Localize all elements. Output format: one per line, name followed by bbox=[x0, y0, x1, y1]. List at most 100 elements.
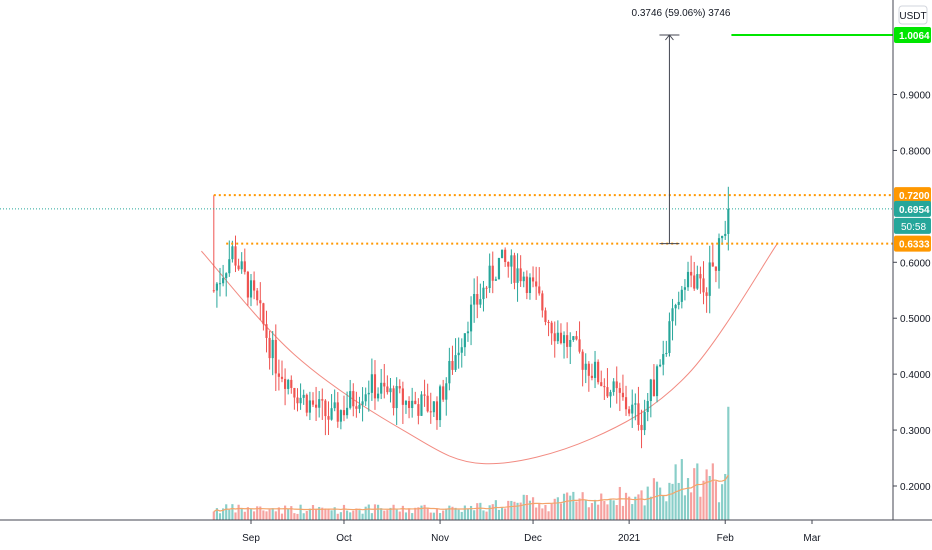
volume-bar bbox=[519, 502, 522, 520]
candle-body bbox=[414, 400, 417, 405]
candle-body bbox=[516, 268, 519, 283]
candle-body bbox=[364, 394, 367, 402]
currency-button[interactable]: USDT bbox=[898, 5, 928, 25]
candle-body bbox=[231, 246, 234, 260]
volume-bar bbox=[652, 478, 656, 520]
candle-body bbox=[683, 287, 687, 290]
price-axis[interactable]: 0.2000 0.3000 0.4000 0.5000 0.6000 0.8000 0.90… bbox=[893, 91, 931, 493]
volume-bar bbox=[435, 508, 439, 520]
volume-bar bbox=[460, 511, 463, 520]
candle-body bbox=[724, 233, 727, 236]
candle-body bbox=[488, 265, 491, 289]
price-label-tag bbox=[894, 200, 931, 217]
volume-bar bbox=[581, 492, 584, 520]
volume-bar bbox=[386, 510, 389, 520]
volume-bar bbox=[516, 502, 519, 520]
candle-body bbox=[519, 268, 522, 282]
candle-body bbox=[727, 208, 730, 234]
price-label-text: 0.7200 bbox=[899, 191, 930, 202]
candle-body bbox=[324, 400, 327, 417]
candle-body bbox=[218, 283, 222, 285]
candle-body bbox=[383, 382, 386, 387]
time-tick-label: 2021 bbox=[618, 533, 641, 544]
volume-bar bbox=[665, 501, 668, 520]
volume-bar bbox=[528, 500, 532, 520]
volume-bar bbox=[454, 507, 457, 520]
volume-bar bbox=[370, 513, 373, 520]
candle-body bbox=[659, 364, 662, 367]
volume-bar bbox=[479, 502, 482, 520]
candle-body bbox=[522, 276, 525, 282]
volume-bar bbox=[234, 512, 237, 520]
volume-bar bbox=[361, 513, 364, 520]
candle-body bbox=[256, 290, 259, 301]
volume-bar bbox=[311, 505, 315, 520]
volume-bar bbox=[587, 507, 590, 520]
volume-bar bbox=[463, 505, 466, 520]
candle-body bbox=[513, 255, 516, 283]
currency-label: USDT bbox=[899, 11, 926, 22]
candle-body bbox=[448, 360, 451, 384]
candle-body bbox=[652, 379, 656, 397]
time-axis[interactable]: Sep Oct Nov Dec 2021 Feb Mar bbox=[242, 520, 821, 544]
volume-bar bbox=[624, 492, 628, 520]
volume-bar bbox=[696, 463, 699, 520]
volume-bar bbox=[240, 507, 243, 520]
volume-bar bbox=[237, 504, 240, 520]
candle-body bbox=[318, 399, 321, 408]
price-labels: 1.0064 0.7200 0.6954 50:58 0.6333 bbox=[894, 27, 931, 252]
candle-body bbox=[355, 406, 358, 409]
volume-bar bbox=[488, 505, 491, 520]
volume-bar bbox=[566, 492, 569, 520]
volume-bar bbox=[711, 463, 714, 520]
candle-body bbox=[677, 301, 680, 305]
candle-body bbox=[404, 400, 408, 405]
volume-bar bbox=[218, 513, 222, 520]
volume-bar bbox=[296, 513, 299, 520]
candle-body bbox=[711, 262, 714, 267]
price-tick-label: 0.5000 bbox=[900, 314, 931, 325]
candle-body bbox=[634, 403, 637, 405]
candle-body bbox=[333, 402, 336, 409]
price-tick-label: 0.4000 bbox=[900, 370, 931, 381]
candle-body bbox=[686, 271, 690, 288]
candle-body bbox=[262, 303, 265, 325]
candle-body bbox=[296, 397, 299, 404]
candle-body bbox=[259, 300, 262, 304]
candle-body bbox=[702, 278, 705, 293]
candle-body bbox=[500, 249, 504, 258]
volume-bar bbox=[262, 510, 265, 520]
candle-body bbox=[578, 339, 581, 352]
volume-bar bbox=[683, 495, 687, 520]
candle-body bbox=[311, 400, 315, 405]
candle-body bbox=[587, 363, 590, 376]
candle-body bbox=[435, 401, 439, 421]
volume-bar bbox=[618, 486, 621, 520]
candle-body bbox=[705, 292, 708, 296]
candle-body bbox=[321, 399, 324, 401]
candle-body bbox=[680, 289, 683, 302]
candle-body bbox=[668, 321, 671, 353]
volume-bar bbox=[631, 504, 634, 520]
candle-body bbox=[575, 336, 578, 340]
volume-bar bbox=[231, 504, 234, 520]
candle-body bbox=[253, 280, 256, 291]
candle-body bbox=[628, 409, 631, 414]
candle-body bbox=[553, 333, 556, 342]
volume-bar bbox=[305, 510, 308, 520]
volume-bar bbox=[404, 512, 408, 520]
volume-bar bbox=[287, 509, 290, 520]
volume-bar bbox=[609, 498, 612, 520]
candle-body bbox=[693, 275, 696, 289]
candle-body bbox=[466, 331, 470, 334]
volume-bar bbox=[646, 486, 649, 520]
volume-bar bbox=[655, 481, 659, 520]
candle-body bbox=[389, 388, 392, 393]
candle-body bbox=[531, 277, 535, 282]
candle-body bbox=[284, 378, 287, 389]
level-lines bbox=[0, 34, 893, 245]
candle-body bbox=[228, 259, 231, 274]
candle-body bbox=[631, 404, 634, 414]
candle-body bbox=[429, 411, 432, 413]
